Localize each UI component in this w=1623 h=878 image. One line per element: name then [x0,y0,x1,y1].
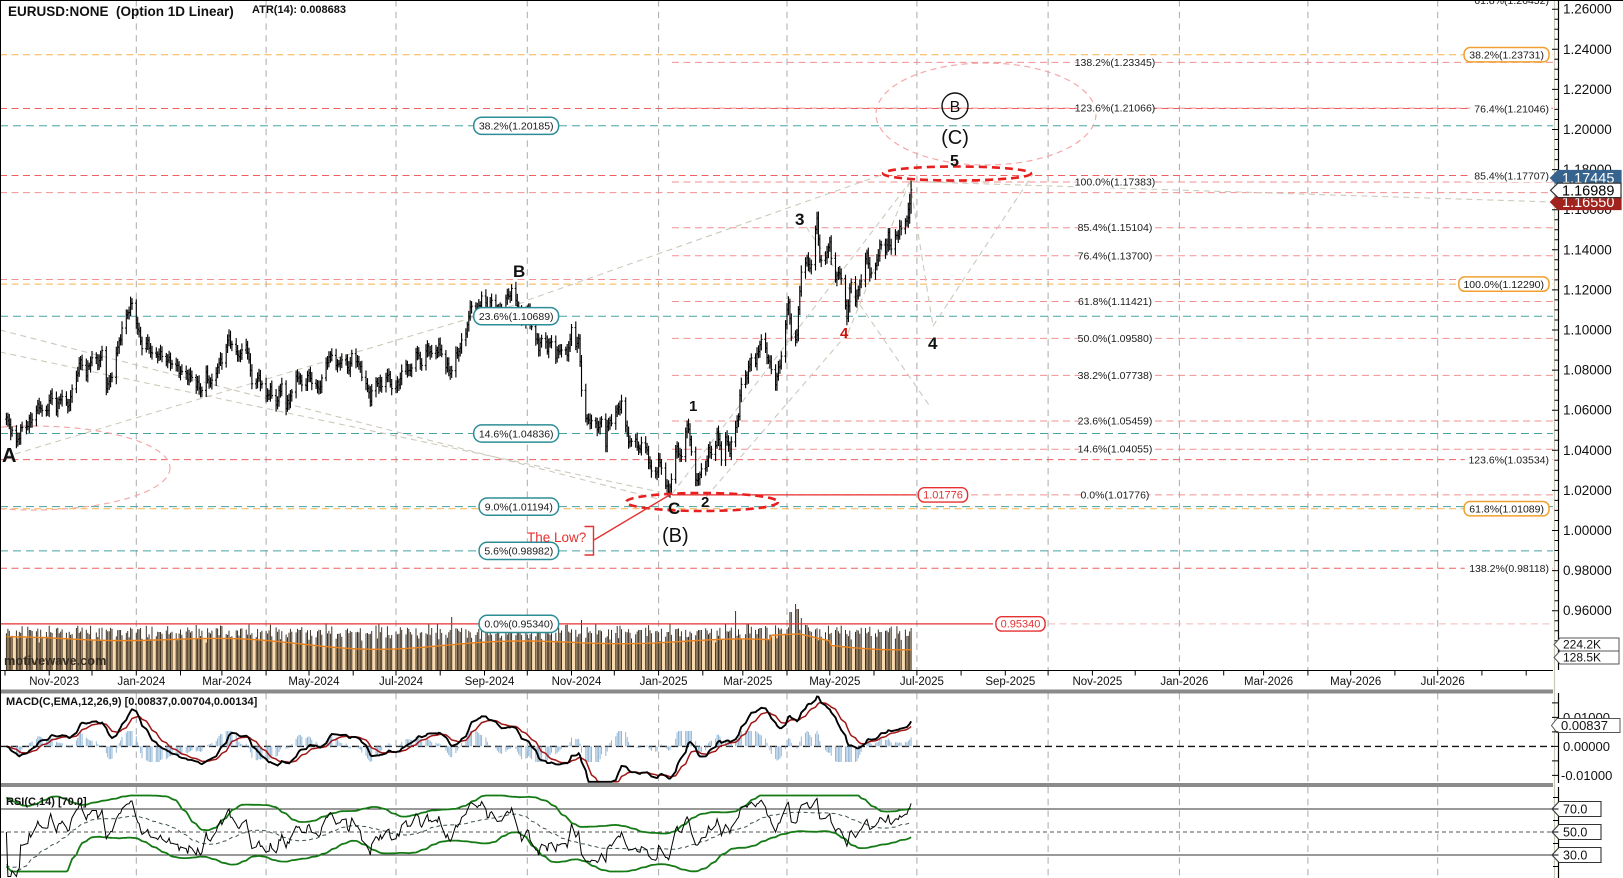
svg-text:EURUSD:NONE (Option 1D Linear: EURUSD:NONE (Option 1D Linear) [8,4,234,19]
svg-text:1.00000: 1.00000 [1563,523,1612,538]
svg-text:1.22000: 1.22000 [1563,82,1612,97]
svg-text:123.6%(1.03534): 123.6%(1.03534) [1468,454,1549,466]
svg-text:Jan-2024: Jan-2024 [117,676,166,688]
svg-text:May-2025: May-2025 [809,676,860,688]
svg-text:May-2024: May-2024 [288,676,340,688]
svg-text:76.4%(1.13700): 76.4%(1.13700) [1078,250,1153,262]
svg-text:-0.01000: -0.01000 [1561,768,1612,783]
svg-text:5: 5 [950,153,959,170]
svg-text:1.10000: 1.10000 [1563,323,1612,338]
svg-text:76.4%(1.21046): 76.4%(1.21046) [1474,103,1549,115]
svg-text:128.5K: 128.5K [1563,651,1601,665]
svg-text:85.4%(1.17707): 85.4%(1.17707) [1474,170,1549,182]
svg-text:A: A [2,445,16,467]
svg-text:50.0%(1.09580): 50.0%(1.09580) [1078,333,1153,345]
svg-text:Mar-2024: Mar-2024 [202,676,252,688]
svg-text:Jan-2026: Jan-2026 [1160,676,1208,688]
svg-text:1.04000: 1.04000 [1563,443,1612,458]
svg-text:61.8%(1.26452): 61.8%(1.26452) [1474,0,1549,7]
svg-text:0.00837: 0.00837 [1561,718,1608,733]
svg-text:Sep-2025: Sep-2025 [985,676,1035,688]
svg-text:The Low?: The Low? [527,530,586,545]
svg-text:1.24000: 1.24000 [1563,42,1612,57]
svg-text:4: 4 [840,325,849,342]
svg-text:Nov-2023: Nov-2023 [29,676,79,688]
svg-text:Mar-2026: Mar-2026 [1244,676,1293,688]
svg-text:38.2%(1.20185): 38.2%(1.20185) [479,121,554,133]
svg-text:B: B [513,262,525,281]
svg-text:1.06000: 1.06000 [1563,403,1612,418]
svg-text:C: C [668,499,680,518]
svg-text:(B): (B) [662,525,689,547]
svg-text:100.0%(1.17383): 100.0%(1.17383) [1075,177,1156,189]
svg-text:85.4%(1.15104): 85.4%(1.15104) [1078,222,1153,234]
svg-text:0.95340: 0.95340 [1001,619,1041,631]
svg-text:May-2026: May-2026 [1330,676,1381,688]
svg-text:5.6%(0.98982): 5.6%(0.98982) [484,546,553,558]
svg-text:(C): (C) [941,127,969,149]
svg-text:Sep-2024: Sep-2024 [465,676,515,688]
svg-text:motivewave.com: motivewave.com [4,653,106,668]
svg-text:0.98000: 0.98000 [1563,563,1612,578]
svg-text:100.0%(1.12290): 100.0%(1.12290) [1463,279,1544,291]
svg-text:30.0: 30.0 [1563,849,1587,863]
svg-text:123.6%(1.21066): 123.6%(1.21066) [1075,103,1156,115]
svg-text:61.8%(1.01089): 61.8%(1.01089) [1469,504,1544,516]
svg-text:1.16989: 1.16989 [1562,184,1614,200]
svg-text:23.6%(1.05459): 23.6%(1.05459) [1078,416,1153,428]
svg-text:1.08000: 1.08000 [1563,363,1612,378]
svg-text:1.20000: 1.20000 [1563,122,1612,137]
svg-text:Nov-2025: Nov-2025 [1072,676,1122,688]
svg-text:Nov-2024: Nov-2024 [552,676,602,688]
svg-text:MACD(C,EMA,12,26,9) [0.00837,0: MACD(C,EMA,12,26,9) [0.00837,0.00704,0.0… [6,696,258,708]
svg-text:Jan-2025: Jan-2025 [640,676,688,688]
svg-text:14.6%(1.04836): 14.6%(1.04836) [479,428,554,440]
svg-text:61.8%(1.11421): 61.8%(1.11421) [1078,296,1152,308]
svg-text:1: 1 [689,398,697,415]
svg-text:B: B [950,99,961,116]
svg-text:50.0: 50.0 [1563,826,1587,840]
svg-text:224.2K: 224.2K [1563,638,1601,652]
svg-text:Jul-2024: Jul-2024 [379,676,424,688]
svg-text:138.2%(1.23345): 138.2%(1.23345) [1075,57,1156,69]
svg-text:1.01776: 1.01776 [923,490,963,502]
svg-text:3: 3 [795,210,804,229]
svg-text:1.02000: 1.02000 [1563,483,1612,498]
svg-text:70.0: 70.0 [1563,803,1587,817]
svg-text:ATR(14): 0.008683: ATR(14): 0.008683 [252,4,346,16]
svg-text:1.14000: 1.14000 [1563,242,1612,257]
svg-text:0.00000: 0.00000 [1563,739,1610,754]
svg-text:4: 4 [928,334,938,353]
svg-text:1.26000: 1.26000 [1563,2,1612,17]
svg-text:0.0%(1.01776): 0.0%(1.01776) [1081,489,1150,501]
svg-text:0.96000: 0.96000 [1563,603,1612,618]
svg-text:38.2%(1.07738): 38.2%(1.07738) [1078,370,1153,382]
svg-text:9.0%(1.01194): 9.0%(1.01194) [485,501,553,513]
svg-text:Jul-2026: Jul-2026 [1421,676,1465,688]
svg-text:14.6%(1.04055): 14.6%(1.04055) [1078,444,1153,456]
svg-text:2: 2 [701,494,709,511]
svg-text:Mar-2025: Mar-2025 [723,676,772,688]
svg-text:38.2%(1.23731): 38.2%(1.23731) [1469,50,1544,62]
svg-text:1.16550: 1.16550 [1562,195,1614,211]
svg-text:138.2%(0.98118): 138.2%(0.98118) [1469,563,1549,575]
svg-text:0.0%(0.95340): 0.0%(0.95340) [484,619,553,631]
svg-text:RSI(C,14) [70.0]: RSI(C,14) [70.0] [6,796,87,808]
svg-text:Jul-2025: Jul-2025 [900,676,944,688]
svg-text:1.12000: 1.12000 [1563,282,1612,297]
svg-text:23.6%(1.10689): 23.6%(1.10689) [479,311,554,323]
